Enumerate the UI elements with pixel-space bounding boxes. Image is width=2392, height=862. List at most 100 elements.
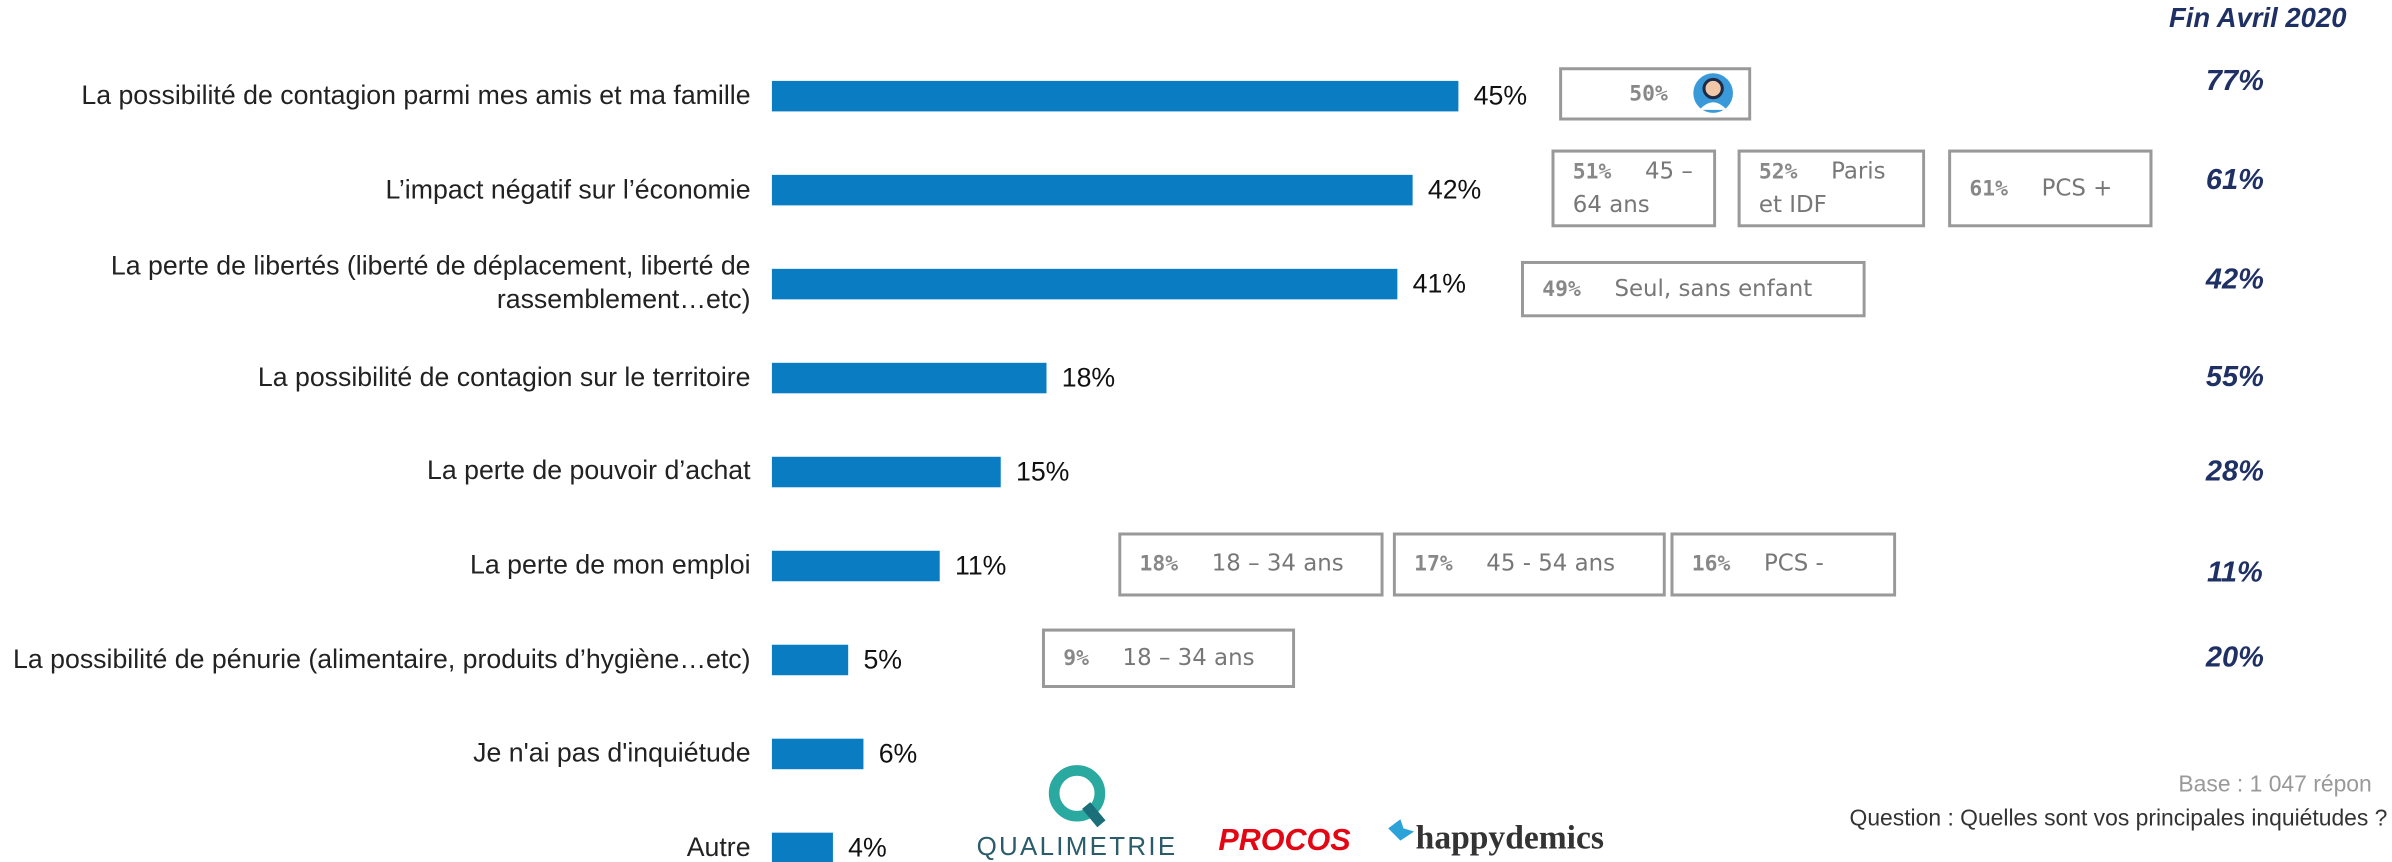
category-label: La possibilité de contagion parmi mes am… (81, 79, 751, 110)
callout-label: Seul, sans enfant (1614, 274, 1813, 302)
callout: 49% Seul, sans enfant (1520, 260, 1866, 318)
bar (771, 738, 864, 770)
category-label: Autre (686, 831, 751, 862)
comparison-value: 11% (2207, 556, 2263, 588)
callout: 9% 18 – 34 ans (1041, 628, 1296, 689)
question: Question : Quelles sont vos principales … (1850, 804, 2388, 830)
value-label: 6% (879, 739, 918, 769)
category-label-box: La possibilité de pénurie (alimentaire, … (13, 643, 751, 674)
callout: 61% PCS + (1948, 149, 2153, 228)
comparison-value: 61% (2206, 164, 2264, 196)
value-label: 45% (1474, 81, 1527, 111)
callout-label: PCS + (2041, 173, 2113, 201)
callout-box: 50% (1559, 67, 1752, 121)
person-head (1702, 77, 1724, 100)
callout-content: 52% Paris et IDF (1759, 155, 1904, 221)
category-label: La possibilité de contagion sur le terri… (257, 361, 751, 392)
callout: 16% PCS - (1670, 532, 1897, 597)
comparison-value: 77% (2206, 65, 2264, 97)
callout: 51% 45 – 64 ans (1551, 149, 1717, 228)
bar (771, 550, 940, 582)
category-label-box: La perte de pouvoir d’achat (426, 455, 751, 486)
callout-box: 17% 45 - 54 ans (1392, 532, 1666, 597)
logo-procos: PROCOS (1218, 823, 1351, 857)
callout: 52% Paris et IDF (1737, 149, 1926, 228)
value-label: 11% (955, 551, 1006, 581)
bar (771, 832, 833, 862)
callout-value: 16% (1691, 552, 1731, 577)
callout-label: 45 - 54 ans (1486, 549, 1616, 577)
bar (771, 174, 1413, 206)
callout: 17% 45 - 54 ans (1392, 532, 1666, 597)
callout-content: 50% (1580, 77, 1730, 110)
category-label-box: Je n'ai pas d'inquiétude (473, 737, 751, 768)
bar (771, 456, 1001, 488)
value-label: 18% (1062, 363, 1115, 393)
callout-box: 16% PCS - (1670, 532, 1897, 597)
callout-value: 9% (1063, 646, 1089, 671)
bar (771, 268, 1398, 300)
category-label-box: La possibilité de contagion parmi mes am… (81, 79, 751, 110)
callout-box: 18% 18 – 34 ans (1118, 532, 1384, 597)
callout-content: 49% Seul, sans enfant (1542, 273, 1844, 306)
logo-bird (1388, 819, 1415, 841)
value-label: 15% (1016, 457, 1069, 487)
base-note: Base : 1 047 répon (2178, 771, 2371, 797)
value-label: 42% (1428, 175, 1481, 205)
category-label-box: Autre (686, 831, 751, 862)
category-label: La possibilité de pénurie (alimentaire, … (13, 643, 751, 674)
comparison-value: 28% (2205, 456, 2264, 488)
category-label-box: L’impact négatif sur l’économie (385, 173, 751, 204)
callout-value: 17% (1414, 552, 1453, 577)
category-label: La perte de mon emploi (470, 549, 751, 580)
value-label: 5% (863, 645, 902, 675)
callout-label: 18 – 34 ans (1122, 643, 1255, 671)
callout-content: 51% 45 – 64 ans (1573, 155, 1695, 221)
value-label: 4% (848, 832, 887, 862)
callout-value: 50% (1629, 81, 1668, 107)
category-label: L’impact négatif sur l’économie (385, 173, 751, 204)
category-label: Je n'ai pas d'inquiétude (473, 737, 751, 768)
logo-text: QUALIMETRIE (977, 833, 1178, 861)
callout-label: PCS - (1763, 549, 1824, 577)
category-label-box: La perte de mon emploi (470, 549, 751, 580)
callout-content: 16% PCS - (1692, 548, 1875, 581)
comparison-value: 42% (2205, 263, 2264, 295)
bar (771, 644, 849, 676)
callout-value: 52% (1758, 159, 1798, 185)
logo-happydemics: happydemics (1416, 819, 1604, 856)
callout-value: 18% (1139, 552, 1179, 577)
logo-qualimetrie: QUALIMETRIE (977, 765, 1178, 861)
callout-label: Paris et IDF (1758, 156, 1886, 218)
callout-box: 49% Seul, sans enfant (1520, 260, 1866, 318)
bar (771, 362, 1047, 394)
logo-ring (1048, 765, 1106, 822)
callout-content: 18% 18 – 34 ans (1140, 548, 1363, 581)
category-label-box: La possibilité de contagion sur le terri… (257, 361, 751, 392)
callout: 18% 18 – 34 ans (1118, 532, 1384, 597)
callout-content: 61% PCS + (1969, 172, 2131, 205)
callout-label: 45 – 64 ans (1572, 156, 1693, 218)
comparison-title: Fin Avril 2020 (2169, 2, 2346, 33)
callout-value: 61% (1969, 176, 2009, 201)
comparison-value: 55% (2206, 361, 2264, 393)
logo-tail (1082, 802, 1106, 828)
category-label: La perte de libertés (liberté de déplace… (110, 250, 751, 315)
callout-value: 49% (1542, 277, 1581, 302)
category-label: La perte de pouvoir d’achat (426, 455, 751, 486)
callout: 50% (1559, 67, 1752, 121)
value-label: 41% (1413, 269, 1466, 299)
comparison-value: 20% (2205, 642, 2264, 674)
callout-box: 9% 18 – 34 ans (1041, 628, 1296, 689)
person-body (1699, 102, 1727, 110)
callout-box: 52% Paris et IDF (1737, 149, 1926, 228)
callout-value: 51% (1572, 159, 1612, 185)
callout-label: 18 – 34 ans (1211, 549, 1344, 577)
callout-box: 51% 45 – 64 ans (1551, 149, 1717, 228)
callout-content: 9% 18 – 34 ans (1063, 642, 1274, 675)
callout-content: 17% 45 - 54 ans (1414, 548, 1644, 581)
callout-box: 61% PCS + (1948, 149, 2153, 228)
category-label-box: La perte de libertés (liberté de déplace… (110, 250, 751, 315)
